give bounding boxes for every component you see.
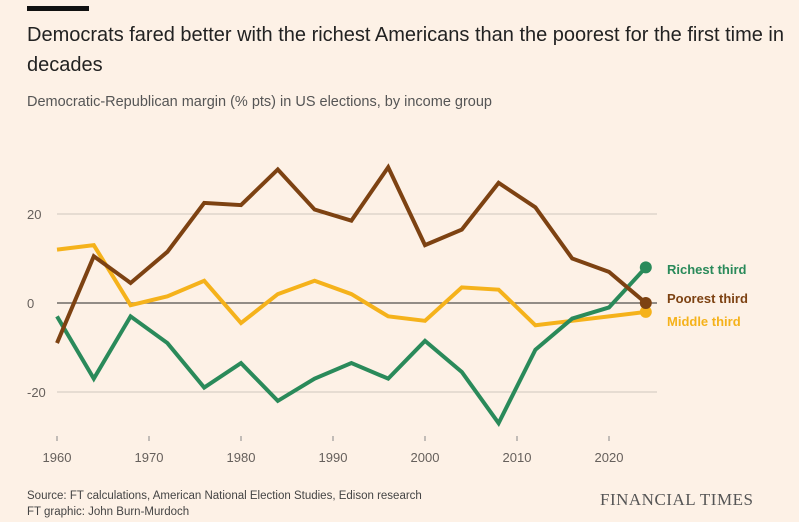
end-point-marker [639, 297, 652, 309]
source-text: Source: FT calculations, American Nation… [27, 490, 422, 502]
series-line-middle-third [56, 243, 647, 328]
x-tick-label: 1990 [319, 450, 348, 465]
series-label: Poorest third [667, 291, 748, 306]
source-note: Source: FT calculations, American Nation… [27, 488, 422, 520]
chart-subtitle: Democratic-Republican margin (% pts) in … [27, 94, 492, 110]
x-tick-label: 1960 [43, 450, 72, 465]
series-line-poorest-third [55, 163, 648, 344]
ft-logo: FINANCIAL TIMES [600, 490, 754, 509]
end-point-marker [639, 305, 652, 318]
end-point-marker [639, 261, 652, 274]
ft-top-rule [27, 6, 89, 11]
y-tick-label: 0 [27, 296, 34, 311]
series-line-richest-third [55, 266, 648, 428]
y-tick-label: -20 [27, 385, 46, 400]
x-tick-label: 2010 [503, 450, 532, 465]
series-label: Richest third [667, 262, 747, 277]
y-tick-label: 20 [27, 207, 41, 222]
series-label: Middle third [667, 314, 741, 329]
x-tick-label: 2020 [595, 450, 624, 465]
chart-title: Democrats fared better with the richest … [27, 24, 785, 76]
credit-text: FT graphic: John Burn-Murdoch [27, 506, 190, 518]
x-tick-label: 1980 [227, 450, 256, 465]
x-tick-label: 2000 [411, 450, 440, 465]
x-tick-label: 1970 [135, 450, 164, 465]
